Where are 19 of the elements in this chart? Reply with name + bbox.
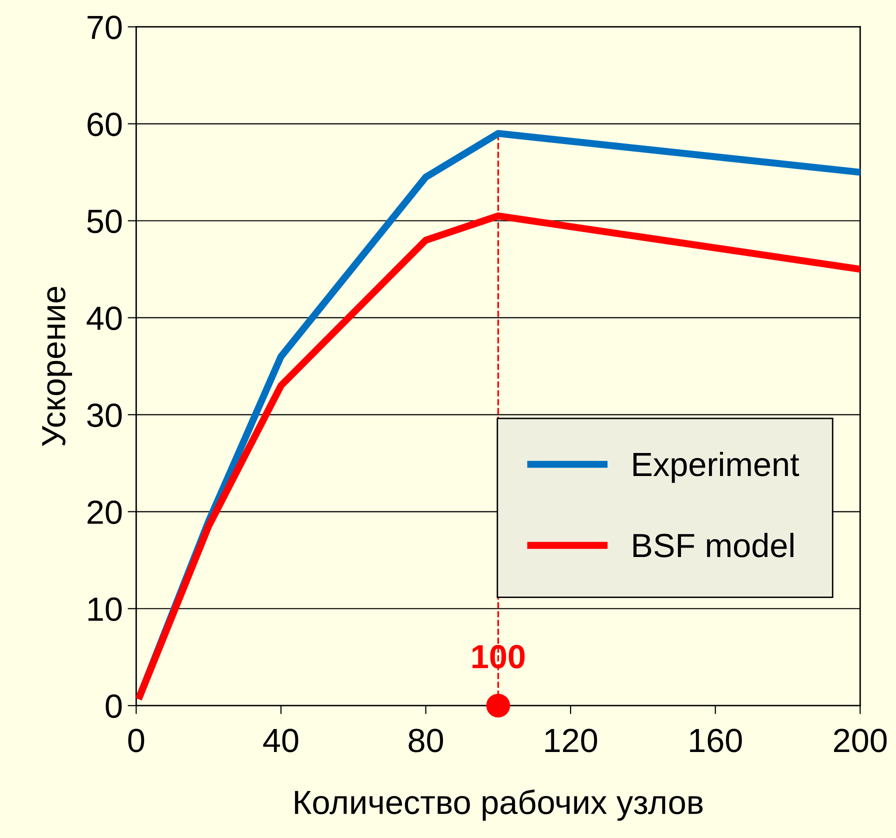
y-tick-label: 70 bbox=[88, 16, 122, 40]
y-tick-label: 40 bbox=[86, 306, 122, 330]
y-tick-label: 10 bbox=[88, 597, 122, 622]
y-tick-label: 0 bbox=[106, 694, 122, 718]
x-tick-label: 80 bbox=[408, 728, 444, 752]
x-tick-label: 120 bbox=[545, 728, 598, 752]
x-tick-label: 0 bbox=[128, 728, 144, 752]
y-tick-label: 20 bbox=[88, 500, 122, 524]
legend-label: BSF model bbox=[633, 532, 794, 558]
x-axis-title: Количество рабочих узлов bbox=[295, 789, 703, 821]
ref-line-label: 100 bbox=[472, 644, 525, 668]
legend-label: Experiment bbox=[633, 452, 800, 483]
x-tick-label: 40 bbox=[263, 728, 298, 752]
x-tick-label: 160 bbox=[690, 728, 742, 752]
y-axis-title: Ускорение bbox=[42, 286, 72, 446]
x-tick-label: 200 bbox=[834, 728, 887, 752]
y-tick-label: 50 bbox=[87, 210, 122, 234]
y-tick-label: 60 bbox=[88, 112, 122, 136]
y-tick-label: 30 bbox=[87, 403, 122, 428]
